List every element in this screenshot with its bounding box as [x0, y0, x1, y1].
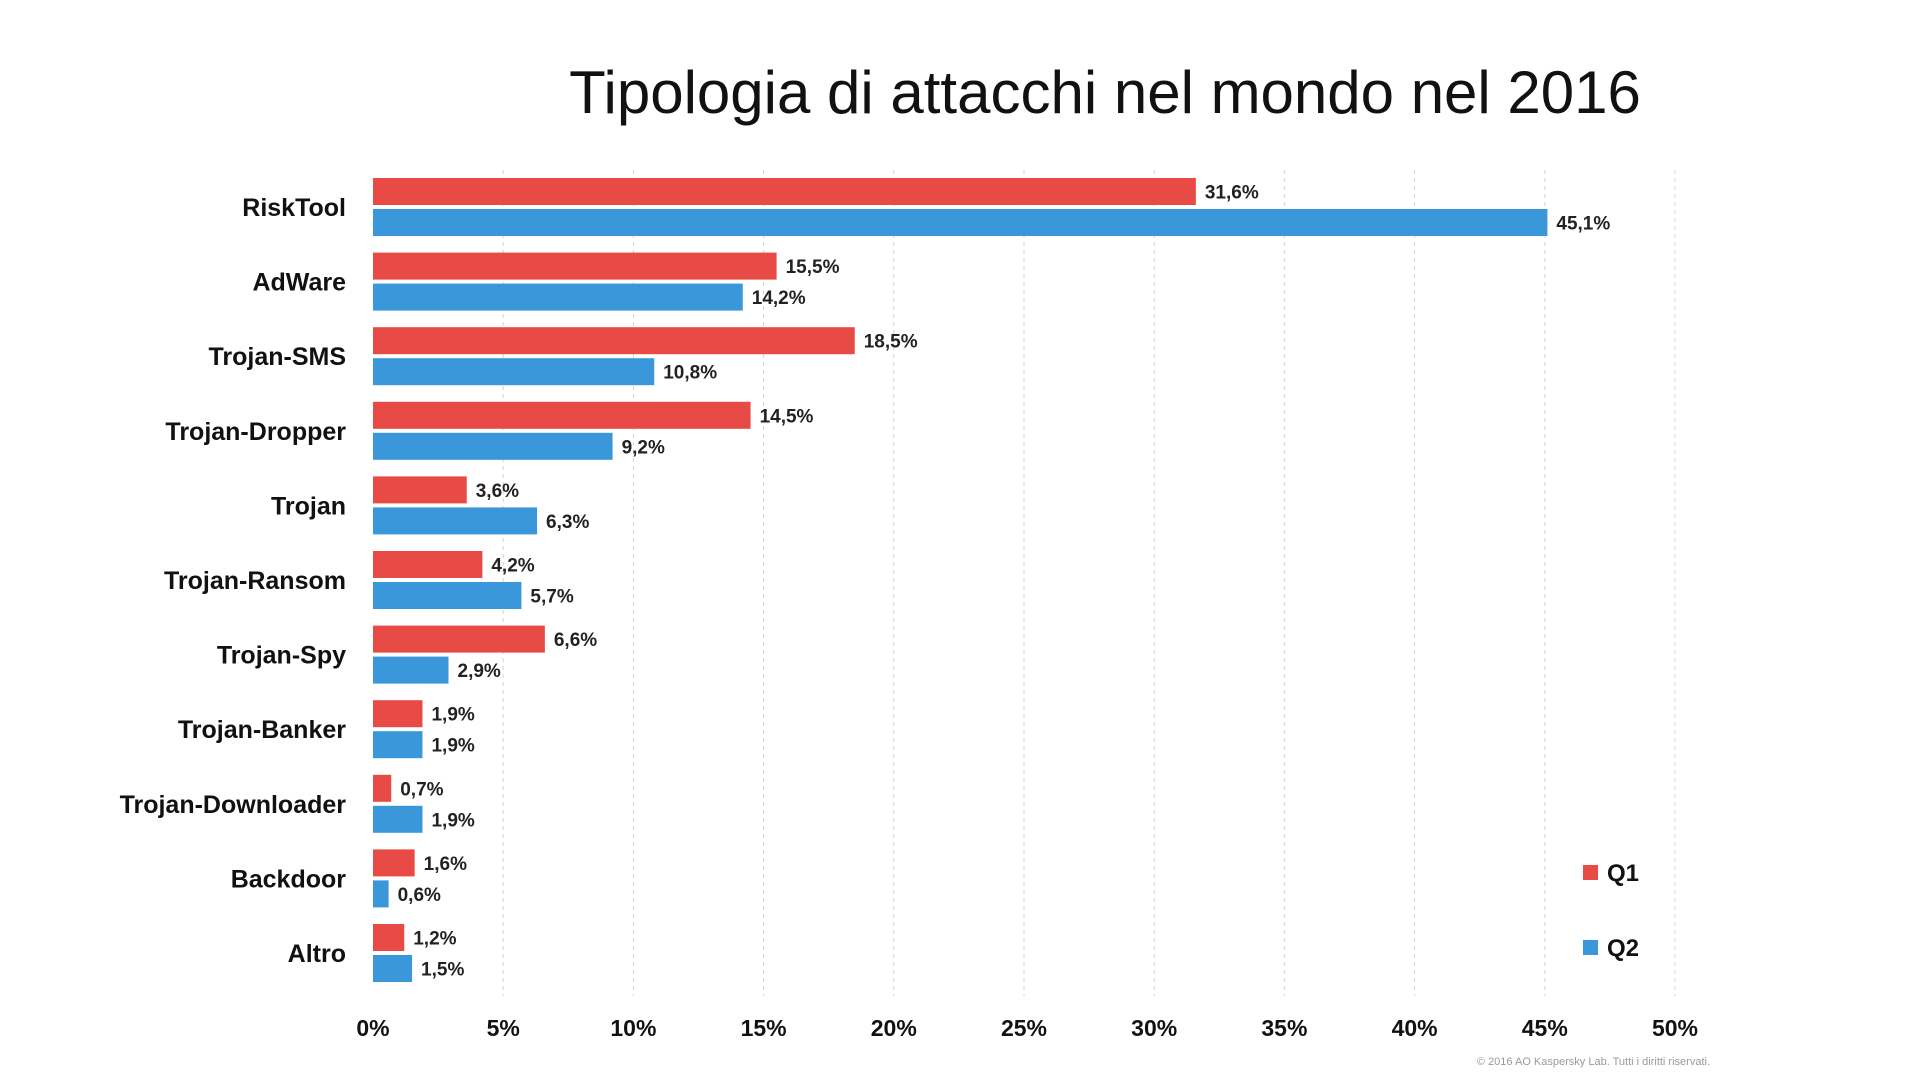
x-tick-label: 40%	[1392, 1015, 1438, 1041]
x-tick-label: 10%	[610, 1015, 656, 1041]
category-label: Trojan-Downloader	[120, 791, 347, 819]
data-label: 4,2%	[491, 556, 534, 577]
data-label: 1,5%	[421, 960, 464, 981]
bar-q1	[373, 178, 1196, 205]
category-label: Trojan-Spy	[217, 642, 346, 670]
legend-swatch-q1	[1583, 865, 1598, 880]
data-label: 6,3%	[546, 512, 589, 533]
category-label: Backdoor	[231, 865, 347, 893]
bar-q2	[373, 731, 423, 759]
legend-label-q2: Q2	[1607, 935, 1639, 962]
bar-q2	[373, 507, 538, 535]
data-label: 31,6%	[1205, 183, 1259, 204]
bar-q1	[373, 924, 405, 951]
x-tick-label: 35%	[1261, 1015, 1307, 1041]
bar-q1	[373, 401, 751, 429]
data-label: 18,5%	[864, 332, 918, 353]
bar-q2	[373, 656, 449, 684]
data-label: 0,7%	[400, 779, 443, 800]
category-label: Trojan-Dropper	[165, 418, 346, 446]
bar-q2	[373, 209, 1548, 236]
bar-q2	[373, 283, 743, 311]
x-tick-label: 30%	[1131, 1015, 1177, 1041]
data-label: 1,9%	[431, 810, 474, 831]
chart-title: Tipologia di attacchi nel mondo nel 2016	[569, 59, 1641, 126]
data-label: 3,6%	[476, 481, 519, 502]
category-label: Trojan-Banker	[178, 716, 346, 744]
x-tick-label: 5%	[487, 1015, 520, 1041]
data-label: 6,6%	[554, 630, 597, 651]
bar-q1	[373, 700, 423, 728]
data-label: 0,6%	[398, 885, 441, 906]
category-label: Trojan-Ransom	[164, 567, 346, 595]
x-axis: 0% 5% 10% 15% 20% 25% 30% 35% 40% 45% 50%	[356, 1015, 1698, 1041]
data-label: 9,2%	[622, 437, 665, 458]
data-label: 1,2%	[413, 929, 456, 950]
labels-layer: RiskTool 31,6% 45,1% AdWare 15,5% 14,2% Trojan…	[120, 183, 1611, 981]
data-label: 14,2%	[752, 288, 806, 309]
data-label: 15,5%	[786, 257, 840, 278]
bar-q2	[373, 358, 655, 386]
data-label: 1,6%	[424, 854, 467, 875]
legend-swatch-q2	[1583, 940, 1598, 955]
category-label: Altro	[288, 940, 346, 968]
bars-layer	[373, 178, 1548, 982]
category-label: Trojan	[271, 492, 346, 520]
bar-q1	[373, 476, 467, 504]
data-label: 10,8%	[663, 363, 717, 384]
x-tick-label: 20%	[871, 1015, 917, 1041]
category-label: AdWare	[252, 269, 346, 297]
data-label: 1,9%	[431, 705, 474, 726]
legend: Q1 Q2	[1583, 860, 1639, 962]
data-label: 14,5%	[760, 406, 814, 427]
x-tick-label: 15%	[741, 1015, 787, 1041]
bar-q2	[373, 955, 413, 982]
bar-q2	[373, 880, 389, 908]
bar-q1	[373, 625, 545, 653]
legend-label-q1: Q1	[1607, 860, 1639, 887]
bar-q2	[373, 582, 522, 609]
x-tick-label: 0%	[356, 1015, 389, 1041]
bar-q1	[373, 551, 483, 578]
data-label: 45,1%	[1556, 214, 1610, 235]
data-label: 1,9%	[431, 736, 474, 757]
bar-q1	[373, 327, 855, 355]
category-label: Trojan-SMS	[208, 343, 346, 371]
x-tick-label: 50%	[1652, 1015, 1698, 1041]
bar-q2	[373, 432, 613, 460]
bar-q1	[373, 849, 415, 877]
bar-q2	[373, 805, 423, 833]
bar-q1	[373, 252, 777, 280]
bar-q1	[373, 774, 392, 802]
copyright-notice: © 2016 AO Kaspersky Lab. Tutti i diritti…	[1476, 1056, 1710, 1068]
data-label: 2,9%	[458, 661, 501, 682]
x-tick-label: 45%	[1522, 1015, 1568, 1041]
data-label: 5,7%	[530, 587, 573, 608]
category-label: RiskTool	[242, 194, 346, 222]
x-tick-label: 25%	[1001, 1015, 1047, 1041]
